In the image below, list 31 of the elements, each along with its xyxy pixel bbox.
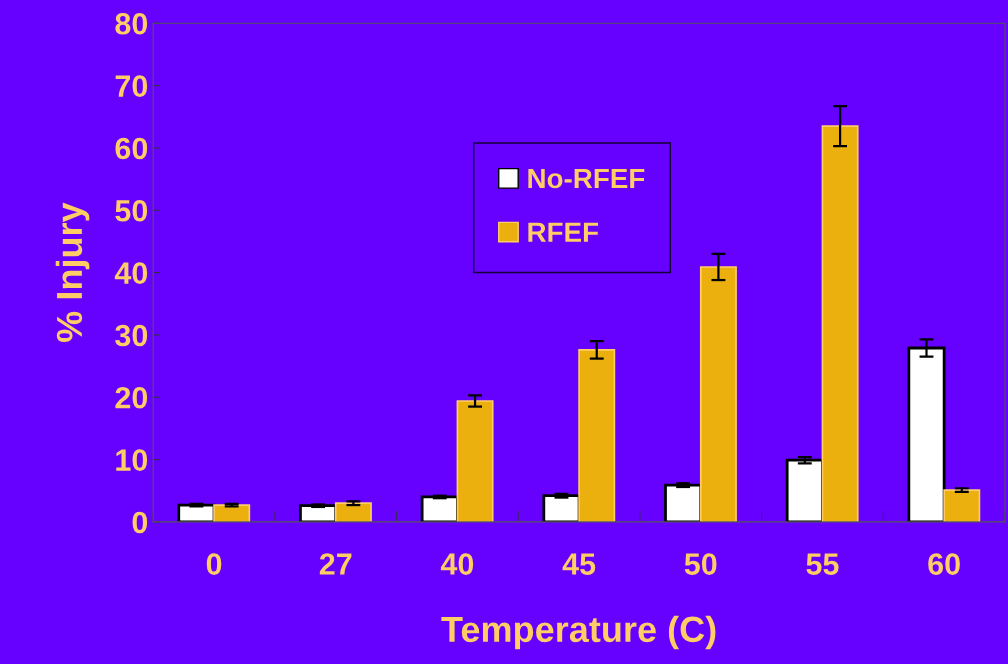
bar: [943, 489, 981, 522]
y-tick-label: 50: [115, 199, 148, 222]
y-axis-title: % Injury: [55, 202, 90, 342]
x-tick-label: 50: [684, 553, 717, 575]
y-tick-label: 10: [116, 449, 148, 471]
y-tick-label: 60: [115, 137, 148, 160]
x-axis-title: Temperature (C): [441, 615, 716, 650]
x-tick-label: 40: [440, 553, 474, 575]
x-tick-label: 55: [806, 553, 839, 575]
bar: [821, 125, 859, 522]
bar: [213, 504, 251, 522]
y-tick-label: 20: [115, 386, 148, 409]
bar: [578, 349, 616, 522]
y-tick-label: 70: [115, 75, 148, 97]
bar: [420, 495, 459, 522]
x-tick-label: 0: [206, 553, 222, 575]
bar: [664, 483, 703, 522]
bar: [699, 266, 737, 522]
x-tick-label: 45: [562, 553, 596, 575]
bar: [334, 502, 372, 522]
bar: [542, 494, 581, 522]
legend-label: RFEF: [528, 222, 599, 242]
legend-label: No-RFEF: [528, 168, 645, 189]
y-tick-label: 30: [115, 324, 148, 347]
y-tick-label: 0: [132, 511, 148, 534]
bar: [785, 458, 824, 522]
bar: [456, 400, 494, 522]
y-tick-label: 40: [114, 262, 148, 284]
x-tick-label: 27: [319, 553, 352, 575]
y-tick-label: 80: [115, 12, 148, 35]
x-tick-label: 60: [928, 553, 960, 575]
